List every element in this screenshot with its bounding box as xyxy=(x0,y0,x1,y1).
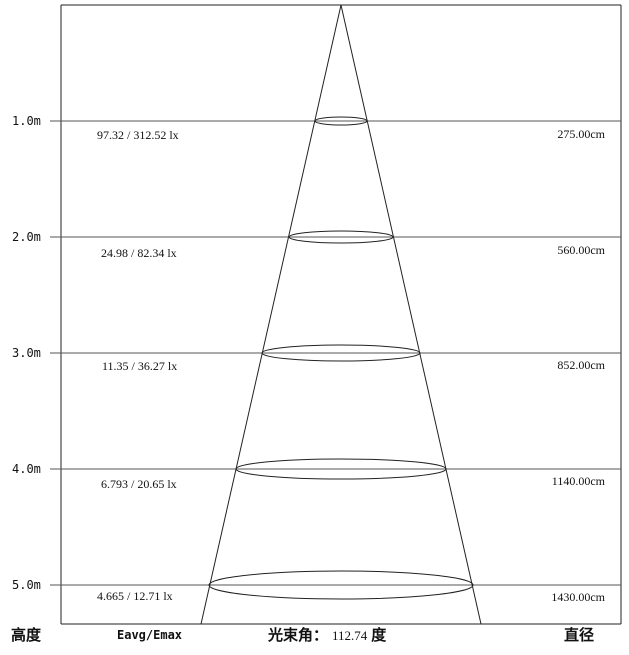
beam-angle-value: 112.74 xyxy=(332,628,368,643)
height-label-4m: 4.0m xyxy=(12,462,41,476)
beam-ellipse-1m xyxy=(314,116,368,126)
lux-value-1m: 97.32 / 312.52 lx xyxy=(97,128,179,142)
beam-cone xyxy=(200,4,482,625)
height-column-label: 高度 xyxy=(11,626,42,644)
lux-value-4m: 6.793 / 20.65 lx xyxy=(101,477,177,491)
cone-left-edge xyxy=(200,4,342,625)
lux-value-2m: 24.98 / 82.34 lx xyxy=(101,246,177,260)
height-label-1m: 1.0m xyxy=(12,114,41,128)
diameter-column-label: 直径 xyxy=(564,626,595,644)
beam-ellipse-5m xyxy=(208,570,474,600)
diameter-value-5m: 1430.00cm xyxy=(551,590,605,604)
lux-value-5m: 4.665 / 12.71 lx xyxy=(97,589,173,603)
beam-ellipse-4m xyxy=(235,458,447,480)
diameter-value-4m: 1140.00cm xyxy=(551,474,605,488)
diameter-value-1m: 275.00cm xyxy=(557,127,605,141)
cone-right-edge xyxy=(340,4,482,625)
diameter-value-2m: 560.00cm xyxy=(557,243,605,257)
beam-ellipse-3m xyxy=(261,344,421,362)
lux-value-3m: 11.35 / 36.27 lx xyxy=(102,359,178,373)
beam-angle-unit: 度 xyxy=(371,626,387,644)
beam-ellipse-2m xyxy=(288,230,394,244)
beam-angle: 光束角： 112.74 度 xyxy=(268,626,386,645)
height-label-5m: 5.0m xyxy=(12,578,41,592)
level-lines xyxy=(50,120,621,586)
height-label-3m: 3.0m xyxy=(12,346,41,360)
beam-angle-label: 光束角： xyxy=(268,626,329,644)
beam-ellipses xyxy=(208,116,474,600)
height-label-2m: 2.0m xyxy=(12,230,41,244)
diameter-value-3m: 852.00cm xyxy=(557,358,605,372)
eavg-emax-label: Eavg/Emax xyxy=(117,628,183,642)
